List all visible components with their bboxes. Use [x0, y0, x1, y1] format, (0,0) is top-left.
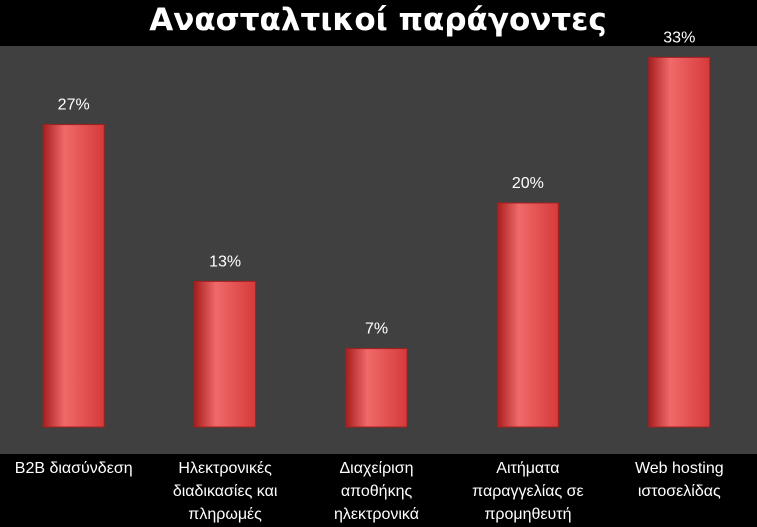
- bar-4: [648, 56, 711, 428]
- value-label-4: 33%: [663, 29, 695, 46]
- value-label-3: 20%: [512, 175, 544, 192]
- bars-layer: [42, 56, 711, 428]
- category-label-4: Web hosting ιστοσελίδας: [635, 460, 724, 500]
- category-labels-layer: B2B διασύνδεση Ηλεκτρονικές διαδικασίες κα…: [15, 460, 724, 523]
- value-label-0: 27%: [58, 97, 90, 114]
- bar-2: [345, 348, 408, 428]
- chart-title: Ανασταλτικοί παράγοντες: [149, 2, 607, 38]
- bar-0: [42, 124, 105, 428]
- category-label-0: B2B διασύνδεση: [15, 460, 133, 477]
- category-label-2: Διαχείριση αποθήκης ηλεκτρονικά: [334, 460, 419, 523]
- value-label-1: 13%: [209, 253, 241, 270]
- bar-3: [496, 202, 559, 428]
- category-label-3: Αιτήματα παραγγελίας σε προμηθευτή: [472, 460, 584, 523]
- value-labels-layer: 27% 13% 7% 20% 33%: [58, 29, 696, 337]
- category-label-1: Ηλεκτρονικές διαδικασίες και πληρωμές: [173, 460, 278, 523]
- value-label-2: 7%: [365, 321, 388, 338]
- bar-1: [194, 280, 257, 428]
